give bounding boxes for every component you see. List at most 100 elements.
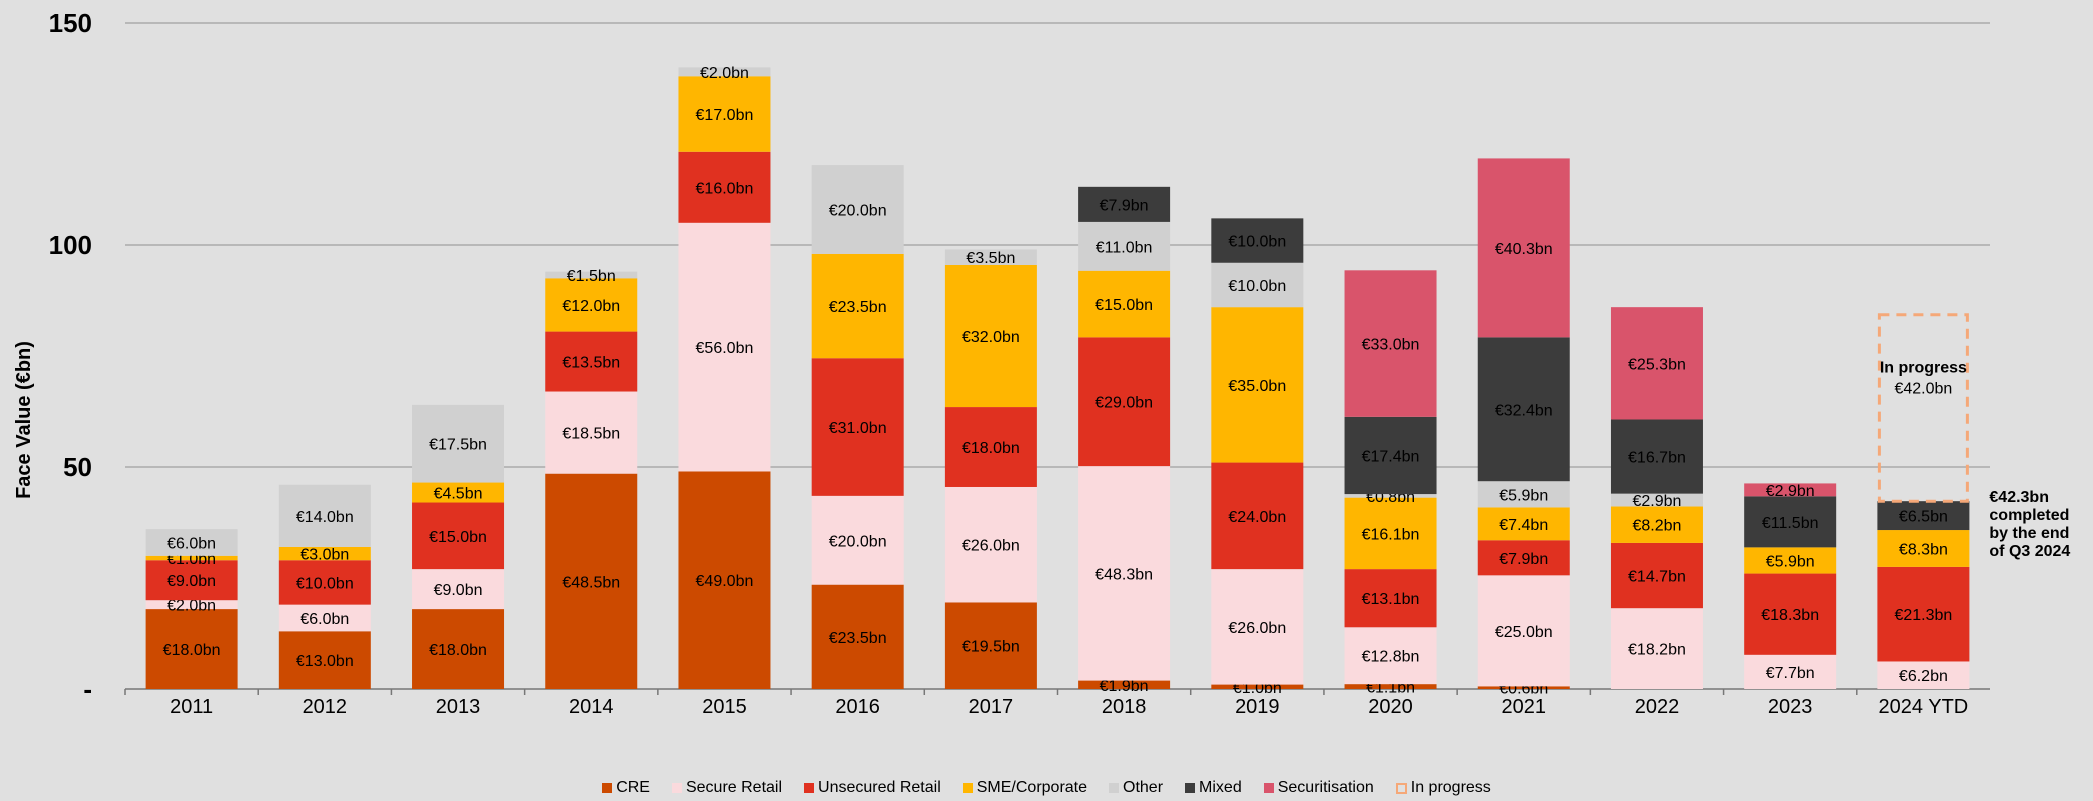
data-label: €18.2bn: [1628, 642, 1686, 659]
bar-segment: [545, 391, 638, 474]
data-label: €40.3bn: [1495, 241, 1553, 258]
x-tick-label: 2024 YTD: [1879, 696, 1969, 718]
bar-segment: [1211, 218, 1304, 263]
bar-segment: [1877, 530, 1970, 567]
data-label: €14.0bn: [296, 509, 354, 526]
data-label: €10.0bn: [1228, 278, 1286, 295]
bar-segment: [944, 407, 1037, 487]
bar-segment: [545, 473, 638, 689]
bar-segment: [944, 264, 1037, 408]
legend-item: Securitisation: [1263, 779, 1374, 797]
data-label: €6.0bn: [300, 611, 349, 628]
completion-note-line: by the end: [1989, 525, 2069, 542]
legend-label: SME/Corporate: [976, 779, 1088, 796]
legend-label: Other: [1123, 779, 1164, 796]
bar-segment: [811, 165, 904, 254]
bar-segment: [278, 560, 371, 605]
y-tick-label: -: [83, 674, 92, 704]
bar-segment: [1078, 270, 1171, 338]
data-label: €16.1bn: [1362, 526, 1420, 543]
bar-segment: [1477, 158, 1570, 338]
legend-item: SME/Corporate: [962, 779, 1088, 797]
data-label: €17.4bn: [1362, 448, 1420, 465]
bar-segment: [1078, 680, 1171, 689]
x-tick-label: 2017: [969, 696, 1014, 718]
bar-segment: [1744, 483, 1837, 497]
bar-segment: [1744, 573, 1837, 655]
y-tick-label: 50: [63, 452, 92, 482]
bar-segment: [278, 546, 371, 561]
bar-segment: [145, 560, 238, 601]
data-label: €42.0bn: [1894, 381, 1952, 398]
bar-segment: [545, 278, 638, 332]
legend-label: Securitisation: [1277, 779, 1374, 796]
bar-segment: [1610, 493, 1703, 507]
bar-segment: [678, 67, 771, 77]
x-tick-label: 2011: [170, 696, 213, 718]
bar-segment: [811, 584, 904, 689]
bar-segment: [1610, 542, 1703, 609]
bar-segment: [1344, 494, 1437, 498]
completion-note-line: €42.3bn: [1989, 489, 2049, 506]
y-tick-labels: - 50 100 150: [49, 8, 92, 704]
data-label: €3.0bn: [300, 547, 349, 564]
bar-segment: [1211, 684, 1304, 689]
bar-segment: [1877, 566, 1970, 662]
completion-note: €42.3bn completed by the end of Q3 2024: [1989, 489, 2070, 560]
bar-segment: [1744, 547, 1837, 574]
data-label: €9.0bn: [434, 582, 483, 599]
x-tick-label: 2013: [436, 696, 481, 718]
bar-segment: [145, 529, 238, 556]
bar-segment: [678, 222, 771, 472]
bar-segment: [1477, 481, 1570, 508]
bar-segment: [1344, 270, 1437, 417]
bar-segment: [412, 482, 505, 503]
data-label: €13.5bn: [562, 355, 620, 372]
data-label: €19.5bn: [962, 639, 1020, 656]
x-tick-label: 2018: [1102, 696, 1147, 718]
x-tick-label: 2020: [1368, 696, 1413, 718]
data-label: €26.0bn: [1228, 620, 1286, 637]
bar-segment: [145, 600, 238, 610]
legend-item: In progress: [1395, 779, 1491, 797]
legend-label: Secure Retail: [685, 779, 783, 796]
bar-segment: [678, 151, 771, 223]
data-label: €24.0bn: [1228, 509, 1286, 526]
data-label: €31.0bn: [829, 420, 887, 437]
bar-segment: [1211, 462, 1304, 570]
data-label: €10.0bn: [296, 575, 354, 592]
grid-lines: [125, 22, 1990, 690]
bar-segment: [944, 602, 1037, 689]
annotations: €42.3bn completed by the end of Q3 2024: [1989, 489, 2070, 560]
bar-segment: [1477, 686, 1570, 689]
x-tick-label: 2021: [1502, 696, 1547, 718]
x-tick-label: 2016: [835, 696, 880, 718]
y-tick-label: 150: [49, 8, 92, 38]
bar-segment: [1344, 627, 1437, 685]
bar-segment: [1877, 661, 1970, 689]
bar-segment: [1344, 569, 1437, 628]
data-label: €15.0bn: [429, 529, 487, 546]
bar-segment: [944, 249, 1037, 265]
legend-swatch: [962, 783, 973, 793]
bar-segment: [412, 404, 505, 483]
legend-swatch: [671, 783, 682, 793]
data-label: €2.0bn: [167, 598, 216, 615]
bar-segment: [1078, 466, 1171, 681]
data-label: €26.0bn: [962, 538, 1020, 555]
legend-label: Mixed: [1199, 779, 1242, 796]
data-label: €49.0bn: [696, 573, 754, 590]
legend-item: Other: [1109, 779, 1163, 797]
data-label: €12.0bn: [562, 298, 620, 315]
y-tick-label: 100: [49, 230, 92, 260]
bar-segment: [1610, 608, 1703, 689]
legend-item: Secure Retail: [671, 779, 783, 797]
data-label: €33.0bn: [1362, 337, 1420, 354]
data-label: €20.0bn: [829, 202, 887, 219]
data-label: €2.0bn: [700, 65, 749, 82]
in-progress-label: In progress: [1880, 360, 1967, 377]
completion-note-line: of Q3 2024: [1989, 543, 2070, 560]
bar-segment: [811, 253, 904, 359]
bar-segment: [1078, 221, 1171, 271]
data-label: €5.9bn: [1499, 487, 1548, 504]
